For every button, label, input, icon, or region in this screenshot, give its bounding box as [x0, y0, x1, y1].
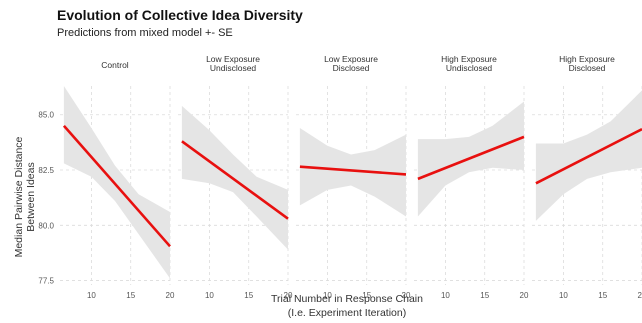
- x-axis-title: Trial Number in Response Chain (I.e. Exp…: [271, 293, 423, 319]
- y-axis: 77.5 80.0 82.5 85.0: [38, 111, 54, 286]
- chart-subtitle: Predictions from mixed model +- SE: [57, 27, 233, 39]
- x-axis-label-line-1: Trial Number in Response Chain: [271, 293, 423, 305]
- x-tick-label: 15: [244, 291, 253, 300]
- facet-strip-label-line: Low Exposure: [206, 54, 260, 64]
- x-tick-label: 10: [323, 291, 332, 300]
- fitted-trend-line: [299, 165, 407, 176]
- x-tick-label: 20: [638, 291, 642, 300]
- y-tick-label: 82.5: [38, 166, 54, 175]
- x-tick-label: 10: [441, 291, 450, 300]
- facet-strip-label: Control: [101, 60, 129, 70]
- fitted-trend-line: [181, 140, 289, 220]
- facet-strip-label-line: Control: [101, 60, 129, 70]
- x-tick-label: 10: [205, 291, 214, 300]
- x-tick-label: 20: [520, 291, 529, 300]
- facet-strip-label-line: High Exposure: [559, 54, 615, 64]
- y-axis-label-line-2: Between Ideas: [25, 162, 37, 231]
- x-tick-label: 20: [284, 291, 293, 300]
- facet-strip-label-line: Undisclosed: [446, 63, 493, 73]
- facet-panel: Control 10 15 20: [60, 60, 175, 300]
- facet-strip-label-line: High Exposure: [441, 54, 497, 64]
- x-tick-label: 15: [126, 291, 135, 300]
- y-axis-title: Median Pairwise Distance Between Ideas: [13, 136, 37, 257]
- fitted-trend-line: [535, 127, 642, 185]
- x-tick-label: 20: [166, 291, 175, 300]
- se-ribbon: [181, 105, 288, 250]
- x-tick-label: 15: [598, 291, 607, 300]
- x-tick-label: 10: [559, 291, 568, 300]
- fitted-trend-line: [417, 135, 525, 181]
- y-tick-label: 77.5: [38, 277, 54, 286]
- x-tick-label: 15: [362, 291, 371, 300]
- y-tick-label: 85.0: [38, 111, 54, 120]
- x-tick-label: 10: [87, 291, 96, 300]
- x-tick-label: 15: [480, 291, 489, 300]
- y-axis-label-line-1: Median Pairwise Distance: [13, 136, 25, 257]
- x-tick-label: 20: [402, 291, 411, 300]
- facet-strip-label-line: Low Exposure: [324, 54, 378, 64]
- se-ribbon: [299, 128, 406, 217]
- facet-strip-label-line: Disclosed: [569, 63, 606, 73]
- facet-strip-label-line: Undisclosed: [210, 63, 257, 73]
- facet-strip-label-line: Disclosed: [333, 63, 370, 73]
- fitted-trend-line: [62, 124, 171, 248]
- x-axis-label-line-2: (I.e. Experiment Iteration): [288, 307, 406, 319]
- chart-title: Evolution of Collective Idea Diversity: [57, 7, 303, 23]
- y-tick-label: 80.0: [38, 221, 54, 230]
- se-ribbon: [63, 86, 170, 279]
